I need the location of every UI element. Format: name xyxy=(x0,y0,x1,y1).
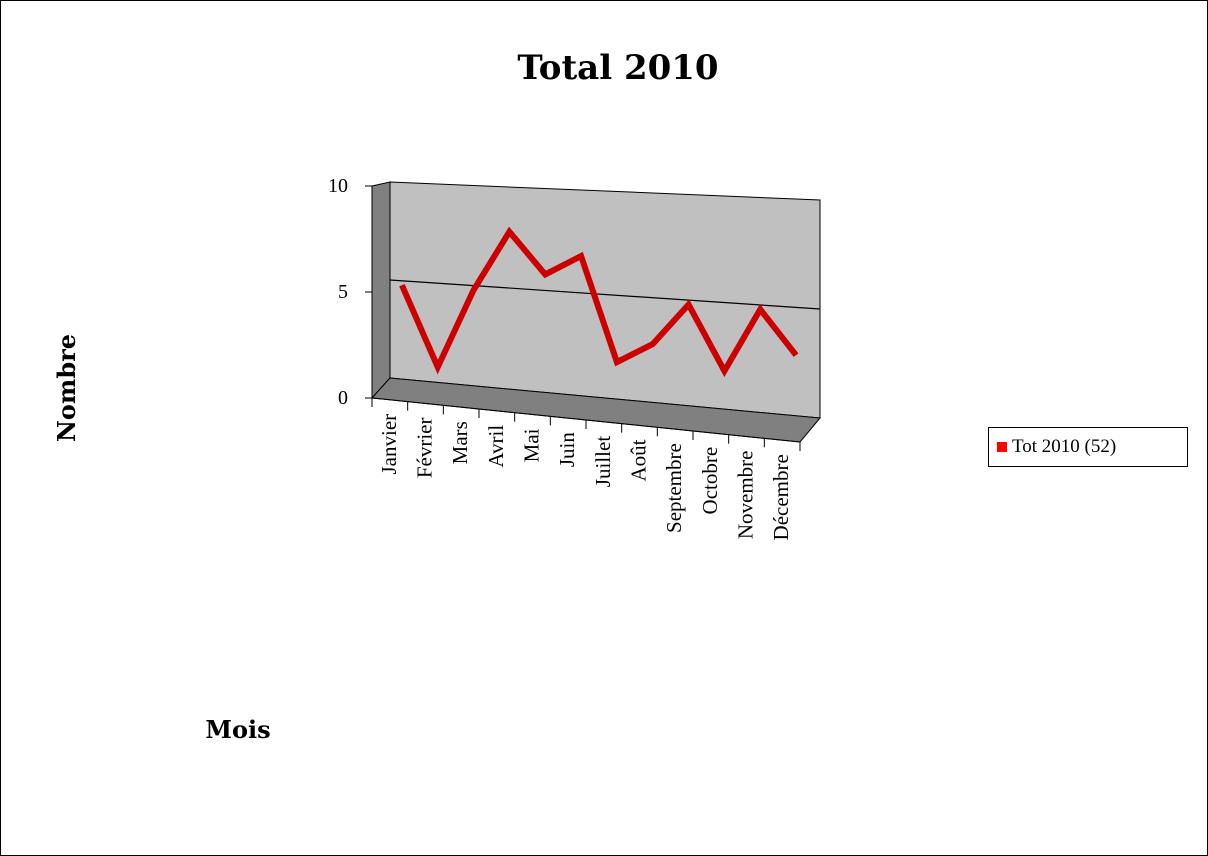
y-tick-label: 5 xyxy=(338,281,348,303)
chart-title: Total 2010 xyxy=(517,48,718,88)
x-tick-label: Août xyxy=(627,439,651,481)
x-tick-label: Juillet xyxy=(591,436,615,487)
y-tick-label: 0 xyxy=(338,387,348,409)
side-wall xyxy=(371,181,391,400)
y-axis-title: Nombre xyxy=(52,334,81,442)
x-tick-label: Septembre xyxy=(662,443,686,533)
x-axis-title: Mois xyxy=(205,715,270,744)
x-tick-label: Avril xyxy=(484,425,508,468)
x-tick-label: Mars xyxy=(448,421,472,464)
legend-swatch xyxy=(997,442,1007,452)
x-tick-label: Décembre xyxy=(769,454,793,540)
x-tick-label: Janvier xyxy=(377,414,401,475)
series-line xyxy=(399,226,799,378)
legend-label: Tot 2010 (52) xyxy=(1012,436,1117,457)
x-tick-label: Octobre xyxy=(698,447,722,515)
x-tick-label: Février xyxy=(413,418,437,479)
x-tick-label: Novembre xyxy=(734,451,758,540)
x-tick-label: Juin xyxy=(555,432,579,468)
plot-area: 0 5 10 Janvier Février Mars Avril Mai Juin Juille… xyxy=(328,175,821,540)
gridline xyxy=(389,279,821,310)
y-tick-label: 10 xyxy=(328,175,348,197)
back-wall xyxy=(389,181,821,419)
x-tick-label: Mai xyxy=(520,428,544,462)
legend: Tot 2010 (52) xyxy=(988,427,1188,467)
